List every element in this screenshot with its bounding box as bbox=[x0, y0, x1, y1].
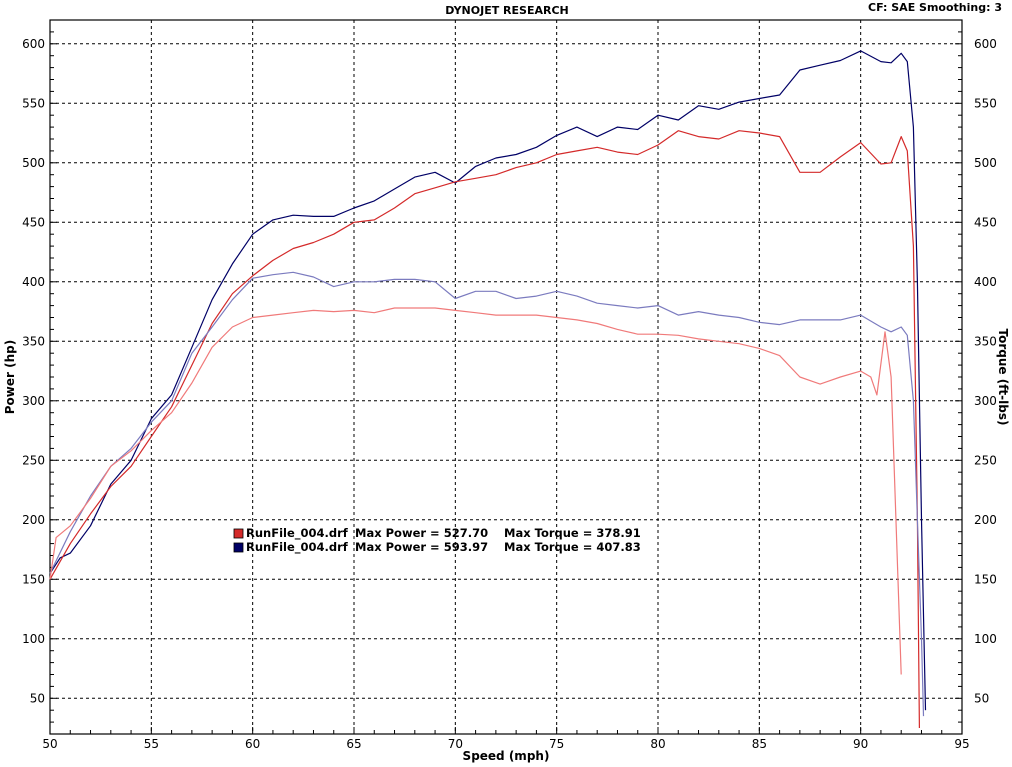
settings-text: CF: SAE Smoothing: 3 bbox=[868, 1, 1002, 14]
tick-labels: 50 55 60 65 70 75 80 85 90 95 50 50 100 100 150 150 200 2… bbox=[22, 37, 997, 751]
y-tick-label: 200 bbox=[22, 513, 45, 527]
x-tick-label: 55 bbox=[144, 737, 159, 751]
legend-run1-max-power: Max Power = 527.70 bbox=[355, 526, 488, 540]
grid bbox=[49, 20, 963, 734]
y-tick-label: 250 bbox=[22, 453, 45, 467]
y2-tick-label: 400 bbox=[974, 275, 997, 289]
x-tick-label: 65 bbox=[346, 737, 361, 751]
y2-axis-title: Torque (ft-lbs) bbox=[996, 329, 1010, 426]
legend-swatch-run2 bbox=[233, 542, 244, 553]
y-tick-label: 150 bbox=[22, 572, 45, 586]
y2-tick-label: 150 bbox=[974, 572, 997, 586]
y-tick-label: 100 bbox=[22, 632, 45, 646]
series-line-torque-run1_torque bbox=[49, 307, 902, 675]
legend-run2-max-power: Max Power = 593.97 bbox=[355, 540, 488, 554]
y-axis-title: Power (hp) bbox=[3, 340, 17, 414]
y2-tick-label: 500 bbox=[974, 156, 997, 170]
y2-tick-label: 550 bbox=[974, 96, 997, 110]
chart-title: DYNOJET RESEARCH bbox=[445, 4, 568, 17]
x-tick-label: 95 bbox=[954, 737, 969, 751]
y2-tick-label: 600 bbox=[974, 37, 997, 51]
x-tick-label: 60 bbox=[245, 737, 260, 751]
y-tick-label: 400 bbox=[22, 275, 45, 289]
y-tick-label: 450 bbox=[22, 215, 45, 229]
x-tick-label: 50 bbox=[42, 737, 57, 751]
x-tick-label: 90 bbox=[853, 737, 868, 751]
legend-run1-file: RunFile_004.drf bbox=[246, 526, 349, 541]
y2-tick-label: 100 bbox=[974, 632, 997, 646]
y2-tick-label: 350 bbox=[974, 334, 997, 348]
y2-tick-label: 300 bbox=[974, 394, 997, 408]
plot-area bbox=[49, 19, 963, 735]
y-tick-label: 500 bbox=[22, 156, 45, 170]
series-line-torque-run2_torque bbox=[49, 271, 925, 717]
y-tick-label: 600 bbox=[22, 37, 45, 51]
legend-run2-max-torque: Max Torque = 407.83 bbox=[504, 540, 641, 554]
x-tick-label: 75 bbox=[549, 737, 564, 751]
y2-tick-label: 450 bbox=[974, 215, 997, 229]
x-tick-label: 70 bbox=[448, 737, 463, 751]
legend-run1-max-torque: Max Torque = 378.91 bbox=[504, 526, 641, 540]
y2-tick-label: 250 bbox=[974, 453, 997, 467]
series-line-power-run2_power bbox=[49, 50, 927, 711]
legend-swatch-run1 bbox=[233, 528, 244, 539]
x-tick-label: 80 bbox=[650, 737, 665, 751]
legend-run2-file: RunFile_004.drf bbox=[246, 540, 349, 555]
y2-tick-label: 200 bbox=[974, 513, 997, 527]
x-axis-title: Speed (mph) bbox=[463, 749, 550, 763]
x-tick-label: 85 bbox=[752, 737, 767, 751]
y-tick-label: 550 bbox=[22, 96, 45, 110]
y2-tick-label: 50 bbox=[974, 691, 989, 705]
y-tick-label: 350 bbox=[22, 334, 45, 348]
legend: RunFile_004.drf Max Power = 527.70 Max T… bbox=[233, 526, 641, 555]
series-lines bbox=[49, 50, 927, 729]
y-tick-label: 300 bbox=[22, 394, 45, 408]
y-tick-label: 50 bbox=[30, 691, 45, 705]
